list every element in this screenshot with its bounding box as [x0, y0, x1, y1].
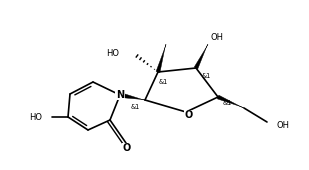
- Text: OH: OH: [211, 32, 224, 41]
- Polygon shape: [194, 44, 208, 69]
- Text: &1: &1: [222, 100, 232, 106]
- Polygon shape: [156, 44, 166, 73]
- Text: HO: HO: [106, 49, 119, 58]
- Text: &1: &1: [130, 104, 140, 110]
- Text: &1: &1: [159, 79, 167, 85]
- Text: HO: HO: [29, 113, 42, 122]
- Polygon shape: [217, 95, 243, 108]
- Text: O: O: [185, 110, 193, 120]
- Polygon shape: [120, 92, 145, 100]
- Text: N: N: [116, 90, 124, 100]
- Text: OH: OH: [277, 122, 290, 131]
- Text: O: O: [123, 143, 131, 153]
- Text: &1: &1: [201, 73, 211, 79]
